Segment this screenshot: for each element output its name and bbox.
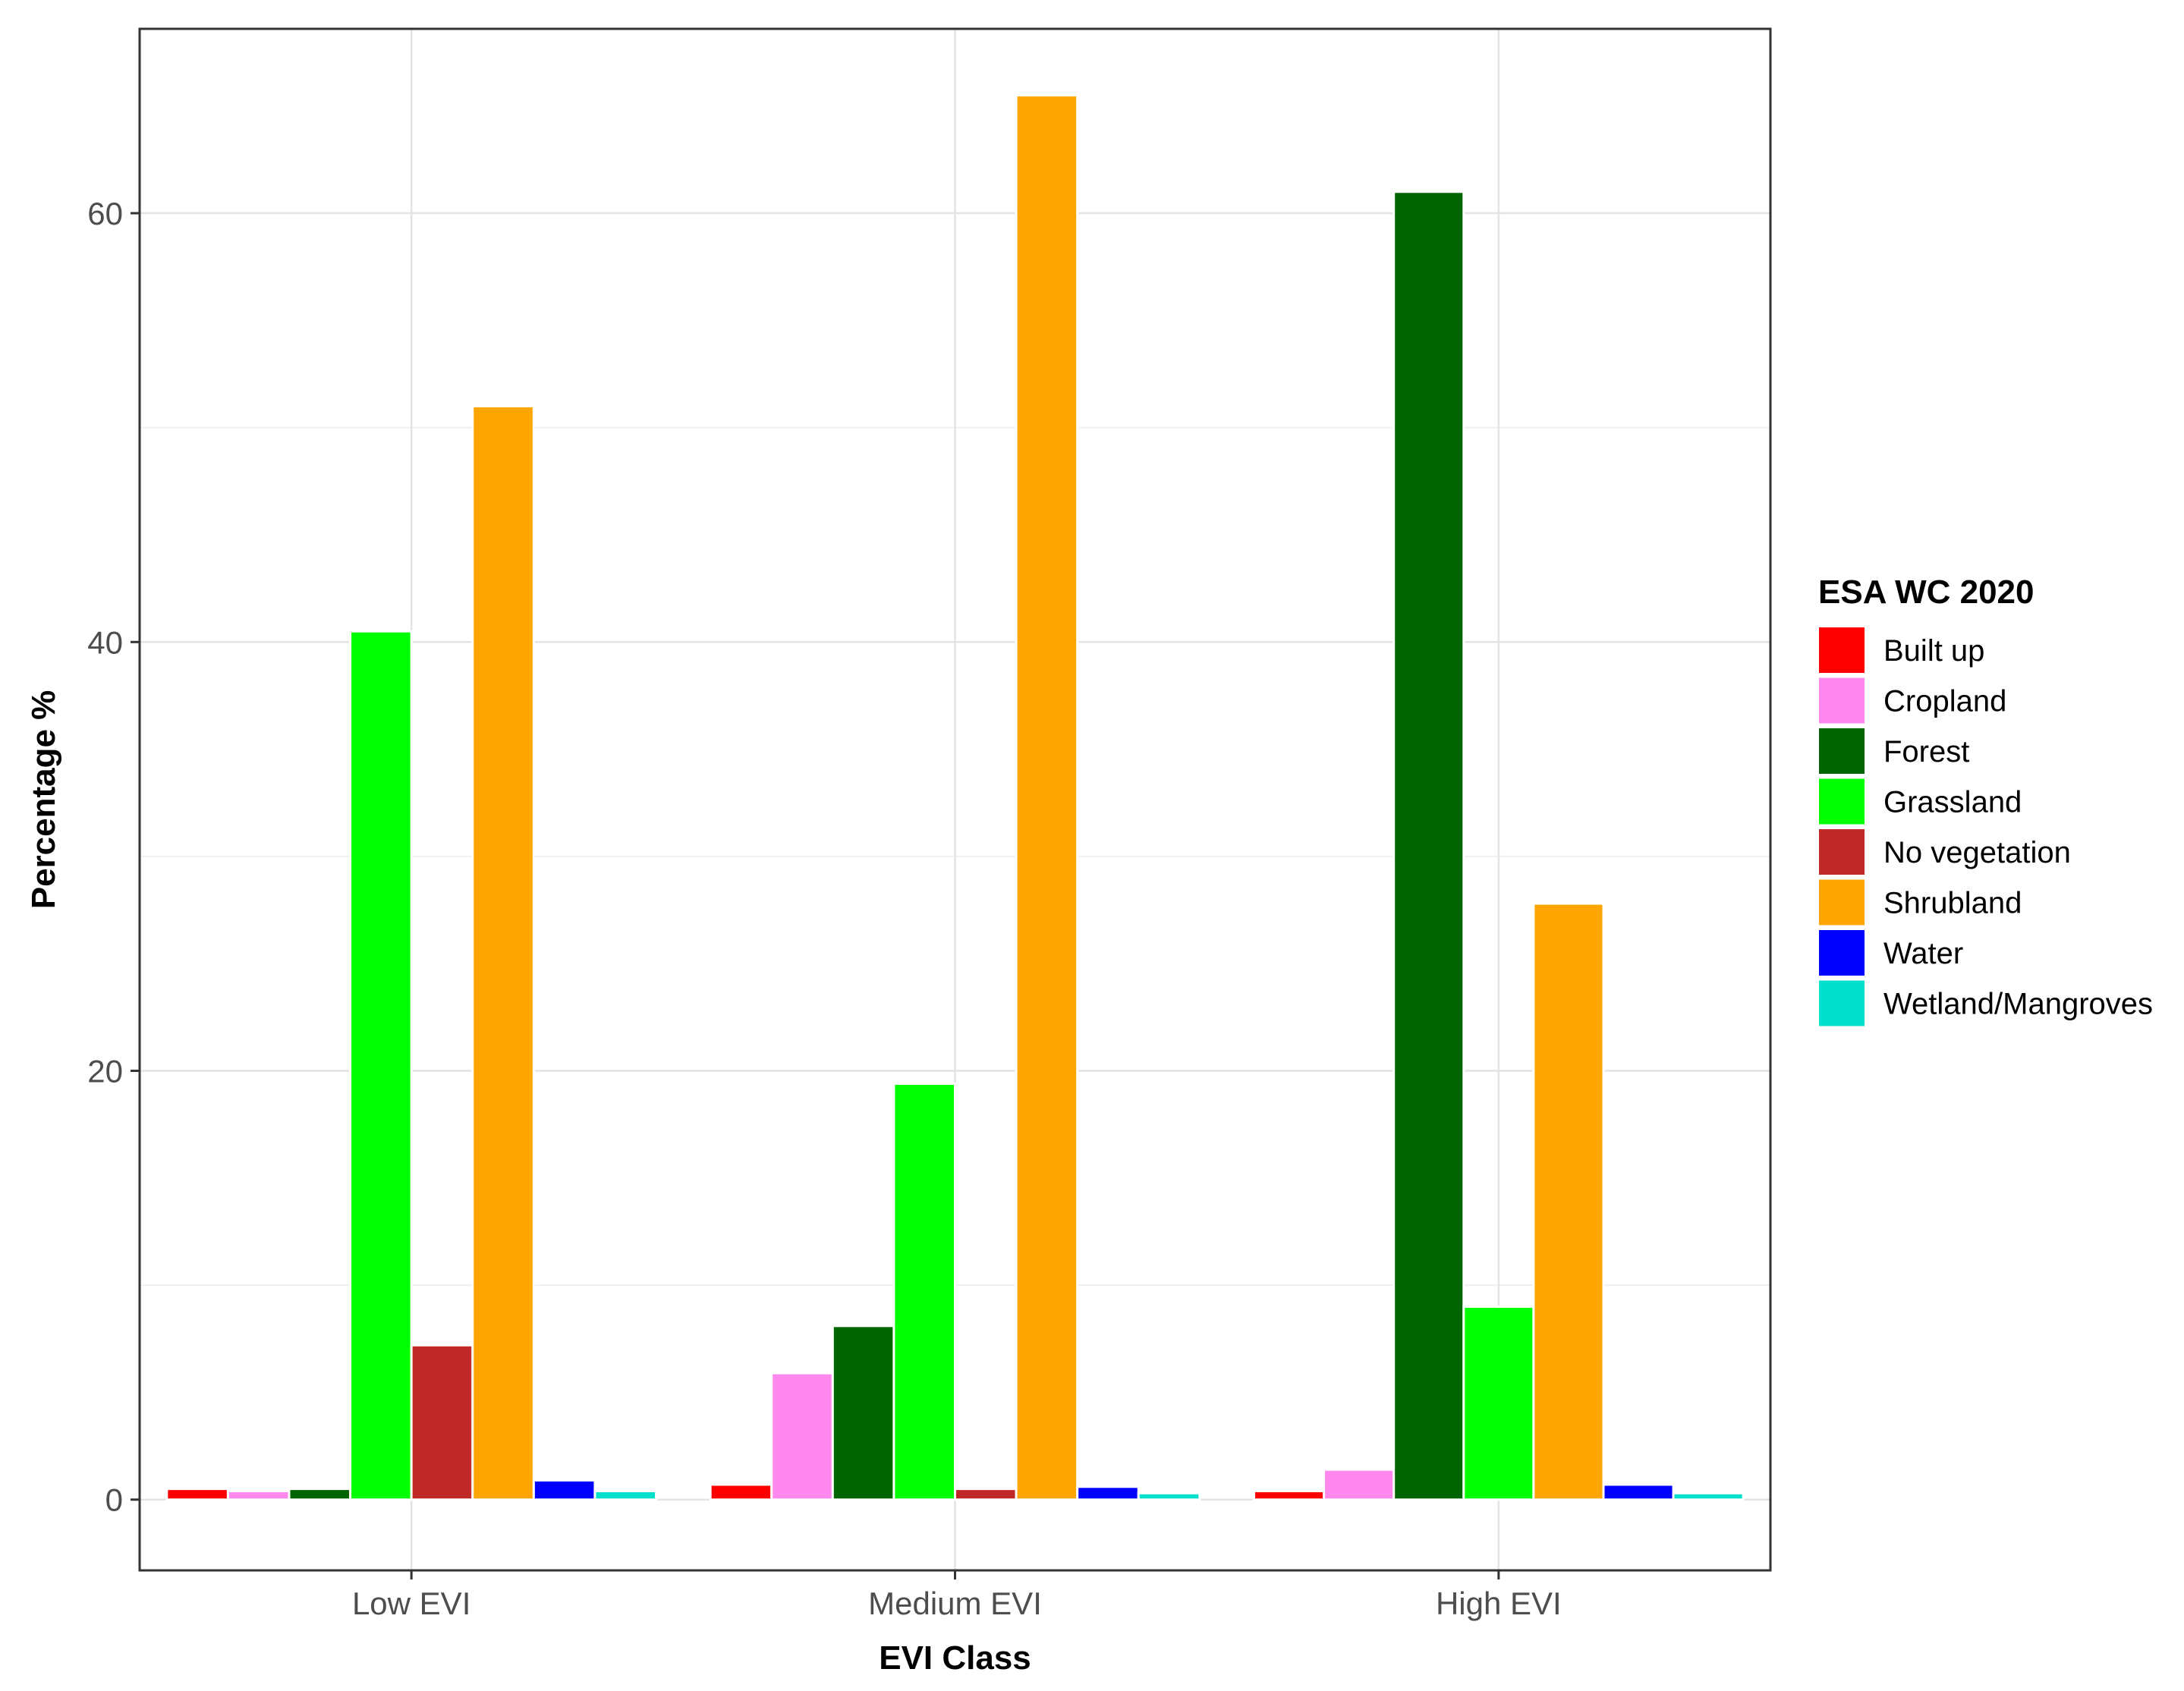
y-tick-label: 40 [87,624,123,660]
bar-grassland-low-evi [349,630,413,1501]
y-tick-label: 0 [105,1482,123,1518]
axis-ticks: 0 20 40 60 Low EVI Medium EVI High EVI [87,196,1561,1621]
bar-no-vegetation-medium-evi [954,1488,1018,1501]
x-tick-label: Low EVI [352,1586,470,1621]
legend-label: No vegetation [1883,836,2071,869]
bar-cropland-low-evi [226,1489,291,1501]
legend-label: Cropland [1883,685,2006,718]
bar-water-medium-evi [1076,1485,1140,1501]
bar-forest-low-evi [288,1488,352,1501]
legend-label: Forest [1883,735,1969,768]
y-tick-label: 20 [87,1054,123,1089]
bar-wetland-mangroves-high-evi [1672,1491,1745,1501]
legend-label: Wetland/Mangroves [1883,988,2153,1021]
bar-shrubland-low-evi [471,404,535,1501]
legend-key-no-vegetation [1819,829,1865,875]
bar-water-high-evi [1602,1483,1675,1501]
legend-key-cropland [1819,677,1865,724]
bar-shrubland-medium-evi [1015,94,1079,1501]
legend-key-forest [1819,728,1865,774]
bar-no-vegetation-low-evi [410,1344,474,1501]
legend-label: Water [1883,937,1963,970]
bar-built-up-low-evi [165,1488,229,1501]
bar-built-up-high-evi [1252,1489,1326,1501]
x-tick-label: Medium EVI [868,1586,1042,1621]
legend-key-built-up [1819,627,1865,673]
y-axis-title: Percentage % [25,690,62,910]
y-tick-label: 60 [87,196,123,231]
legend-key-shrubland [1819,879,1865,926]
bar-built-up-medium-evi [709,1483,773,1501]
legend-key-grassland [1819,778,1865,825]
legend-label: Grassland [1883,786,2022,819]
legend-label: Shrubland [1883,887,2022,920]
bar-forest-high-evi [1393,190,1465,1501]
legend: ESA WC 2020 Built up Cropland Forest Grassl… [1818,574,2153,1026]
legend-key-water [1819,930,1865,976]
bar-forest-medium-evi [831,1325,895,1501]
bar-cropland-medium-evi [770,1372,834,1501]
legend-items: Built up Cropland Forest Grassland No vegeta… [1819,627,2153,1026]
bar-water-low-evi [532,1479,596,1501]
bar-wetland-mangroves-medium-evi [1137,1491,1201,1501]
bar-grassland-high-evi [1462,1305,1535,1501]
bar-wetland-mangroves-low-evi [593,1489,658,1501]
bars [165,94,1745,1501]
bar-grassland-medium-evi [892,1082,956,1501]
legend-key-wetland-mangroves [1819,980,1865,1026]
x-tick-label: High EVI [1436,1586,1562,1621]
legend-title: ESA WC 2020 [1818,574,2034,611]
x-axis-title: EVI Class [879,1639,1031,1677]
bar-cropland-high-evi [1323,1468,1396,1501]
legend-label: Built up [1883,634,1984,668]
bar-shrubland-high-evi [1532,902,1605,1501]
